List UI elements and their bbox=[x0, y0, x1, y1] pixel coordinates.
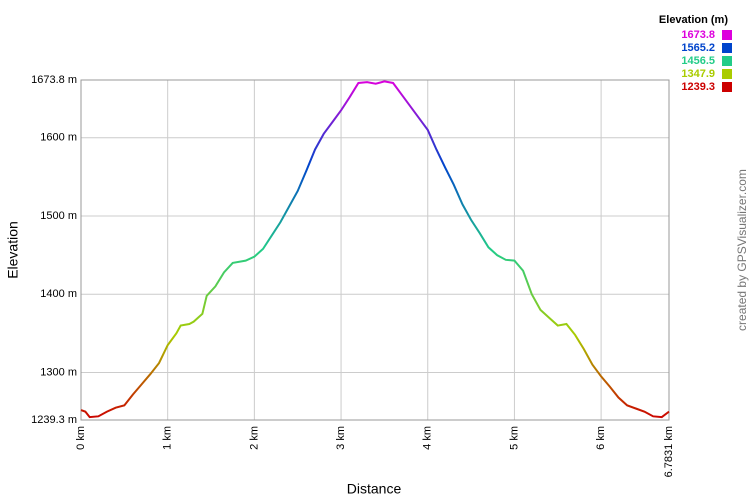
x-tick-label: 2 km bbox=[248, 426, 260, 450]
legend-label: 1565.2 bbox=[681, 42, 715, 54]
x-tick-label: 6.7831 km bbox=[663, 426, 675, 477]
x-tick-label: 5 km bbox=[508, 426, 520, 450]
legend-swatch bbox=[722, 69, 732, 79]
plot-frame bbox=[80, 79, 670, 421]
y-tick-label: 1400 m bbox=[40, 288, 77, 300]
legend-label: 1456.5 bbox=[681, 55, 715, 67]
watermark: created by GPSVisualizer.com bbox=[735, 169, 749, 331]
y-tick-label: 1239.3 m bbox=[31, 414, 77, 426]
x-axis-label: Distance bbox=[347, 481, 402, 497]
x-tick-label: 0 km bbox=[75, 426, 87, 450]
legend-swatch bbox=[722, 30, 732, 40]
x-tick-label: 4 km bbox=[422, 426, 434, 450]
x-tick-label: 6 km bbox=[595, 426, 607, 450]
legend-label: 1239.3 bbox=[681, 81, 715, 93]
legend-title: Elevation (m) bbox=[659, 14, 728, 26]
y-tick-label: 1300 m bbox=[40, 366, 77, 378]
y-tick-label: 1673.8 m bbox=[31, 74, 77, 86]
elevation-line bbox=[80, 80, 670, 419]
legend-swatch bbox=[722, 43, 732, 53]
legend-swatch bbox=[722, 82, 732, 92]
legend-label: 1347.9 bbox=[681, 68, 715, 80]
legend-swatch bbox=[722, 56, 732, 66]
legend-label: 1673.8 bbox=[681, 29, 715, 41]
x-tick-label: 1 km bbox=[162, 426, 174, 450]
x-tick-label: 3 km bbox=[335, 426, 347, 450]
y-tick-label: 1600 m bbox=[40, 132, 77, 144]
y-tick-label: 1500 m bbox=[40, 210, 77, 222]
y-axis-label: Elevation bbox=[5, 221, 21, 279]
